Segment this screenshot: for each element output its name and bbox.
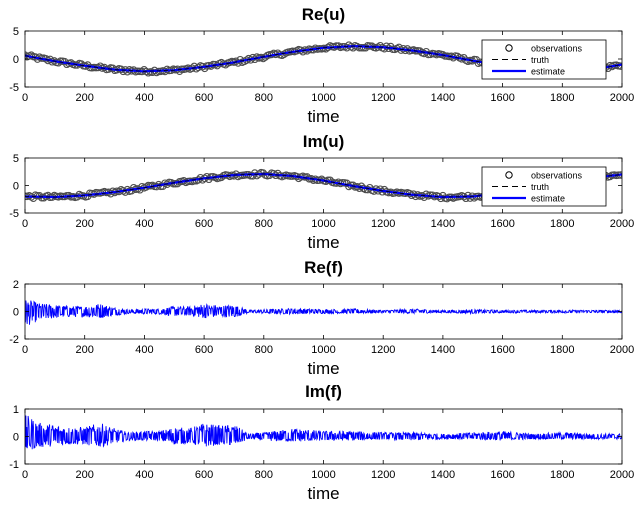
x-tick-label: 0	[22, 218, 28, 230]
x-tick-label: 1600	[490, 344, 514, 356]
x-tick-label: 0	[22, 344, 28, 356]
x-tick-label: 1000	[311, 92, 335, 104]
x-tick-label: 1000	[311, 469, 335, 481]
x-tick-label: 1600	[490, 469, 514, 481]
x-tick-label: 200	[76, 92, 94, 104]
plot-area	[25, 41, 622, 77]
series-truth	[25, 173, 622, 198]
y-tick-label: 0	[13, 307, 19, 319]
panel-0: 0 200 400 600 800 1000 1200 1400 1600 1800 2000-50…	[9, 5, 634, 126]
y-tick-label: 0	[13, 432, 19, 444]
x-tick-label: 800	[255, 92, 273, 104]
x-tick-label: 2000	[610, 92, 634, 104]
y-tick-label: 0	[13, 181, 19, 193]
x-tick-label: 400	[135, 469, 153, 481]
series-truth	[25, 45, 622, 72]
x-tick-label: 200	[76, 344, 94, 356]
x-axis-label: time	[307, 107, 339, 126]
y-tick-label: 1	[13, 404, 19, 416]
x-tick-label: 600	[195, 344, 213, 356]
y-tick-label: 2	[13, 279, 19, 291]
x-tick-label: 600	[195, 218, 213, 230]
legend-marker-observations	[505, 44, 513, 52]
series-signal	[25, 414, 622, 450]
x-tick-label: 2000	[610, 469, 634, 481]
x-tick-label: 1000	[311, 344, 335, 356]
x-tick-label: 1800	[550, 469, 574, 481]
legend-label: truth	[531, 182, 549, 192]
x-tick-label: 0	[22, 92, 28, 104]
x-tick-label: 1400	[431, 344, 455, 356]
x-tick-label: 1400	[431, 92, 455, 104]
y-tick-label: -5	[9, 82, 19, 94]
x-tick-label: 1600	[490, 218, 514, 230]
plot-area	[25, 300, 622, 325]
series-signal	[25, 300, 622, 325]
x-tick-label: 2000	[610, 344, 634, 356]
legend-label: observations	[531, 44, 583, 54]
y-tick-label: 5	[13, 26, 19, 38]
legend-label: truth	[531, 55, 549, 65]
x-tick-label: 1200	[371, 344, 395, 356]
chart-title: Im(u)	[303, 132, 345, 151]
panel-1: 0 200 400 600 800 1000 1200 1400 1600 1800 2000-50…	[9, 132, 634, 252]
y-tick-label: 0	[13, 54, 19, 66]
x-tick-label: 1600	[490, 92, 514, 104]
y-tick-label: -1	[9, 459, 19, 471]
chart-title: Re(u)	[302, 5, 345, 24]
obs-point	[96, 62, 104, 70]
x-tick-label: 1400	[431, 469, 455, 481]
x-tick-label: 600	[195, 469, 213, 481]
x-tick-label: 800	[255, 218, 273, 230]
y-tick-label: 5	[13, 153, 19, 165]
x-tick-label: 1800	[550, 344, 574, 356]
x-tick-label: 1200	[371, 218, 395, 230]
legend-label: estimate	[531, 67, 565, 77]
y-tick-label: -2	[9, 334, 19, 346]
legend-label: observations	[531, 171, 583, 181]
x-tick-label: 400	[135, 218, 153, 230]
x-tick-label: 2000	[610, 218, 634, 230]
legend-marker-observations	[505, 171, 513, 179]
x-tick-label: 1000	[311, 218, 335, 230]
chart-title: Re(f)	[304, 258, 343, 277]
x-tick-label: 800	[255, 469, 273, 481]
x-tick-label: 600	[195, 92, 213, 104]
x-tick-label: 1400	[431, 218, 455, 230]
panel-2: 0 200 400 600 800 1000 1200 1400 1600 1800 2000-20…	[9, 258, 634, 378]
x-tick-label: 400	[135, 92, 153, 104]
plot-area	[25, 414, 622, 450]
x-tick-label: 1800	[550, 92, 574, 104]
x-tick-label: 1200	[371, 469, 395, 481]
x-tick-label: 200	[76, 218, 94, 230]
x-tick-label: 1800	[550, 218, 574, 230]
x-tick-label: 0	[22, 469, 28, 481]
x-tick-label: 1200	[371, 92, 395, 104]
panel-3: 0 200 400 600 800 1000 1200 1400 1600 1800 2000-10…	[9, 382, 634, 503]
x-tick-label: 800	[255, 344, 273, 356]
x-tick-label: 400	[135, 344, 153, 356]
x-axis-label: time	[307, 484, 339, 503]
obs-point	[175, 67, 184, 75]
chart-title: Im(f)	[305, 382, 342, 401]
legend-label: estimate	[531, 194, 565, 204]
x-tick-label: 200	[76, 469, 94, 481]
x-axis-label: time	[307, 233, 339, 252]
y-tick-label: -5	[9, 208, 19, 220]
x-axis-label: time	[307, 359, 339, 378]
